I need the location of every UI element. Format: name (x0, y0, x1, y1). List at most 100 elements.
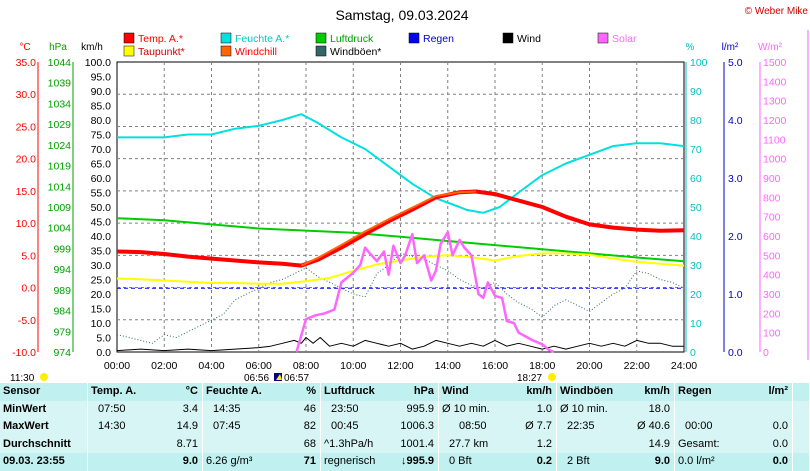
axis-tick-wind: 85.0 (91, 101, 112, 113)
current-label-text: 09.03. 23:55 (3, 455, 65, 468)
max-rain: 00:00 0.0 (675, 418, 793, 436)
current-press-value: ↓995.9 (400, 455, 434, 468)
axis-tick-rain: 0.0 (728, 347, 743, 359)
min-temp: 07:50 3.4 (88, 400, 203, 419)
axis-tick-temp: 0.0 (21, 283, 36, 295)
axis-tick-pressure: 974 (53, 347, 71, 359)
legend-swatch (315, 45, 327, 57)
max-rain-desc: 00:00 (685, 420, 713, 433)
weather-chart: Samstag, 09.03.2024 © Weber Mike °C hPa … (10, 6, 810, 384)
axis-tick-wind: 95.0 (91, 72, 112, 84)
current-hum: 6.26 g/m³ 71 (203, 453, 321, 471)
current-rain-value: 0.0 (772, 455, 788, 468)
table-edge (793, 453, 810, 471)
hdr-rain: Regen l/m² (675, 383, 793, 401)
stats-table: Sensor Temp. A. °C Feuchte A.% Luftdruck h… (0, 383, 810, 471)
axis-tick-pressure: 989 (53, 285, 71, 297)
current-gust-value: 9.0 (654, 455, 670, 468)
avg-rain-desc: Gesamt: (678, 437, 720, 450)
axis-tick-humidity: 80 (690, 115, 702, 127)
axis-tick-rain: 4.0 (728, 115, 743, 127)
max-hum-value: 82 (303, 420, 316, 433)
series-layer (116, 113, 685, 354)
axis-tick-solar: 500 (763, 250, 781, 262)
legend: Temp. A.* Feuchte A.* Luftdruck Regen Wind So… (123, 32, 637, 58)
max-label-text: MaxWert (3, 420, 49, 433)
axis-tick-solar: 100 (763, 328, 781, 340)
x-tick-label: 24:00 (671, 360, 697, 372)
legend-label: Luftdruck (330, 33, 374, 45)
max-gust-value: Ø 40.6 (636, 420, 670, 433)
axis-tick-temp: 15.0 (16, 186, 37, 198)
avg-gust: 14.9 (557, 435, 675, 454)
legend-label: Windböen* (330, 46, 381, 58)
axis-tick-solar: 800 (763, 192, 781, 204)
current-press-desc: regnerisch (324, 455, 376, 468)
axis-tick-wind: 20.0 (91, 289, 112, 301)
axis-tick-pressure: 979 (53, 326, 71, 338)
copyright-text: © Weber Mike (745, 6, 809, 17)
hdr-gust-unit: km/h (644, 385, 670, 397)
series-line (117, 113, 685, 214)
axis-tick-humidity: 50 (690, 202, 702, 214)
legend-label: Wind (517, 33, 541, 45)
legend-swatch (408, 32, 420, 44)
hdr-sensor-label: Sensor (3, 385, 41, 397)
axis-tick-pressure: 1004 (48, 223, 72, 235)
current-gust: 2 Bft 9.0 (557, 453, 675, 471)
x-tick-label: 00:00 (104, 360, 130, 372)
right-scrollbar-strip (801, 30, 810, 380)
x-tick-label: 14:00 (435, 360, 461, 372)
row-current-label: 09.03. 23:55 (0, 453, 88, 471)
axis-tick-wind: 35.0 (91, 246, 112, 258)
row-max-label: MaxWert (0, 418, 88, 436)
axis-tick-pressure: 1014 (48, 181, 72, 193)
legend-swatch (123, 45, 135, 57)
current-gust-desc: 2 Bft (567, 455, 590, 468)
axis-tick-temp: 10.0 (16, 218, 37, 230)
axis-label-humidity: % (686, 42, 695, 53)
current-temp: 9.0 (88, 453, 203, 471)
axis-tick-wind: 5.0 (96, 333, 111, 345)
avg-gust-value: 14.9 (648, 437, 670, 450)
hdr-gust: Windböen km/h (557, 383, 675, 401)
series-line (116, 217, 685, 263)
table-edge (793, 383, 810, 401)
x-tick-label: 06:00 (246, 360, 272, 372)
axis-tick-rain: 3.0 (728, 173, 743, 185)
max-temp-value: 14.9 (176, 420, 198, 433)
axis-tick-pressure: 1019 (48, 161, 72, 173)
axis-tick-solar: 200 (763, 308, 781, 320)
min-hum: 14:35 46 (203, 400, 321, 419)
axis-tick-solar: 300 (763, 289, 781, 301)
table-edge (793, 418, 810, 436)
x-tick-label: 02:00 (151, 360, 177, 372)
axis-tick-wind: 70.0 (91, 144, 112, 156)
max-temp: 14:30 14.9 (88, 418, 203, 436)
hdr-wind-unit: km/h (526, 385, 552, 397)
axis-tick-humidity: 10 (690, 318, 702, 330)
axis-tick-temp: 30.0 (16, 89, 37, 101)
axis-tick-temp: 35.0 (16, 57, 37, 69)
legend-label: Feuchte A.* (235, 33, 289, 45)
hdr-temp-unit: °C (185, 385, 198, 397)
axis-tick-pressure: 994 (53, 264, 71, 276)
axis-tick-wind: 75.0 (91, 130, 112, 142)
legend-label: Solar (612, 33, 637, 45)
current-hum-value: 71 (303, 455, 316, 468)
current-wind-value: 0.2 (536, 455, 552, 468)
legend-label: Taupunkt* (138, 46, 185, 58)
avg-rain-value: 0.0 (772, 437, 788, 450)
axis-tick-wind: 60.0 (91, 173, 112, 185)
x-tick-label: 10:00 (340, 360, 366, 372)
left-sun-icon (40, 373, 48, 381)
axis-tick-temp: -5.0 (18, 315, 36, 327)
hdr-press-label: Luftdruck (324, 385, 375, 397)
hdr-hum: Feuchte A.% (203, 383, 321, 401)
legend-swatch (220, 45, 232, 57)
axis-tick-solar: 1000 (763, 154, 787, 166)
legend-label: Windchill (235, 46, 277, 58)
avg-press-desc: ^1.3hPa/h (324, 437, 374, 450)
hdr-wind-label: Wind (442, 385, 469, 397)
dusk-label: 18:27 (517, 373, 542, 383)
